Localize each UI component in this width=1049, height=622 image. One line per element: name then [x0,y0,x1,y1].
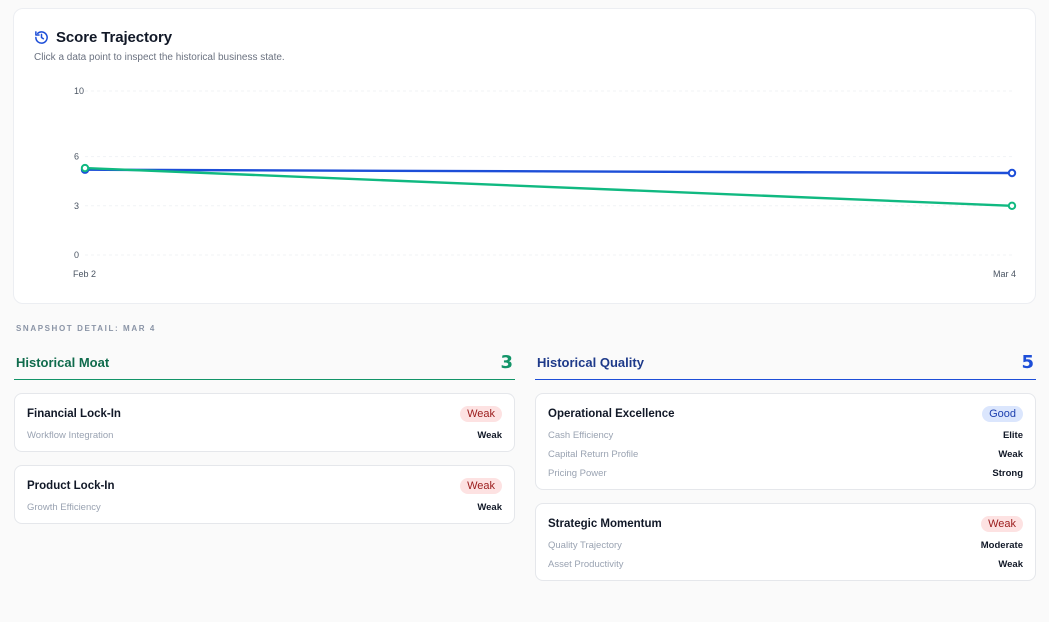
moat-score: 3 [500,352,513,373]
metric-value: Moderate [980,540,1023,551]
metric-name: Cash Efficiency [548,430,614,441]
metric-row: Growth Efficiency Weak [27,502,502,513]
card-header: Operational Excellence Good [548,406,1023,422]
score-card: Strategic Momentum Weak Quality Trajectory… [535,503,1036,581]
metric-value: Weak [998,559,1023,570]
metric-row: Workflow Integration Weak [27,430,502,441]
metric-name: Growth Efficiency [27,502,101,513]
series-line-1 [84,166,1013,207]
data-point[interactable] [1007,168,1017,178]
score-card: Financial Lock-In Weak Workflow Integratio… [14,393,515,452]
score-trajectory-card: Score Trajectory Click a data point to i… [13,8,1036,304]
rating-badge: Weak [460,406,502,422]
metric-row: Pricing Power Strong [548,468,1023,479]
metric-row: Capital Return Profile Weak [548,449,1023,460]
data-point[interactable] [1007,201,1017,211]
series-line-0 [84,168,1013,175]
metric-value: Weak [477,430,502,441]
metric-name: Asset Productivity [548,559,624,570]
data-point[interactable] [80,163,90,173]
chart-title: Score Trajectory [56,29,172,46]
card-header: Financial Lock-In Weak [27,406,502,422]
rating-badge: Weak [981,516,1023,532]
metric-name: Capital Return Profile [548,449,639,460]
card-title: Financial Lock-In [27,408,121,420]
quality-cards: Operational Excellence Good Cash Efficienc… [535,393,1036,581]
y-tick-label: 6 [74,152,79,162]
rating-badge: Good [982,406,1023,422]
snapshot-detail-label: SNAPSHOT DETAIL: MAR 4 [16,324,156,333]
y-tick-label: 0 [74,250,79,260]
moat-cards: Financial Lock-In Weak Workflow Integratio… [14,393,515,524]
chart-subtitle: Click a data point to inspect the histor… [34,52,285,63]
moat-header: Historical Moat 3 [14,346,515,380]
card-title: Strategic Momentum [548,518,662,530]
metric-value: Weak [477,502,502,513]
card-header: Product Lock-In Weak [27,478,502,494]
card-title: Operational Excellence [548,408,675,420]
historical-moat-section: Historical Moat 3 Financial Lock-In Weak W… [14,346,515,524]
metric-name: Quality Trajectory [548,540,622,551]
quality-score: 5 [1021,352,1034,373]
metric-value: Weak [998,449,1023,460]
x-tick-label: Mar 4 [993,269,1016,279]
y-tick-label: 10 [74,86,84,96]
moat-title: Historical Moat [16,355,110,370]
history-icon [34,30,49,45]
y-tick-label: 3 [74,201,79,211]
chart-header: Score Trajectory Click a data point to i… [34,29,285,63]
score-card: Operational Excellence Good Cash Efficienc… [535,393,1036,490]
metric-row: Asset Productivity Weak [548,559,1023,570]
rating-badge: Weak [460,478,502,494]
metric-value: Strong [992,468,1023,479]
metric-row: Quality Trajectory Moderate [548,540,1023,551]
card-title: Product Lock-In [27,480,115,492]
metric-value: Elite [1002,430,1023,441]
quality-header: Historical Quality 5 [535,346,1036,380]
x-tick-label: Feb 2 [73,269,96,279]
quality-title: Historical Quality [537,355,644,370]
historical-quality-section: Historical Quality 5 Operational Excelle… [535,346,1036,581]
score-line-chart[interactable]: 0 3 6 10 Feb 2 Mar 4 [14,9,1035,303]
score-card: Product Lock-In Weak Growth Efficiency Weak [14,465,515,524]
metric-row: Cash Efficiency Elite [548,430,1023,441]
metric-name: Workflow Integration [27,430,114,441]
metric-name: Pricing Power [548,468,607,479]
card-header: Strategic Momentum Weak [548,516,1023,532]
